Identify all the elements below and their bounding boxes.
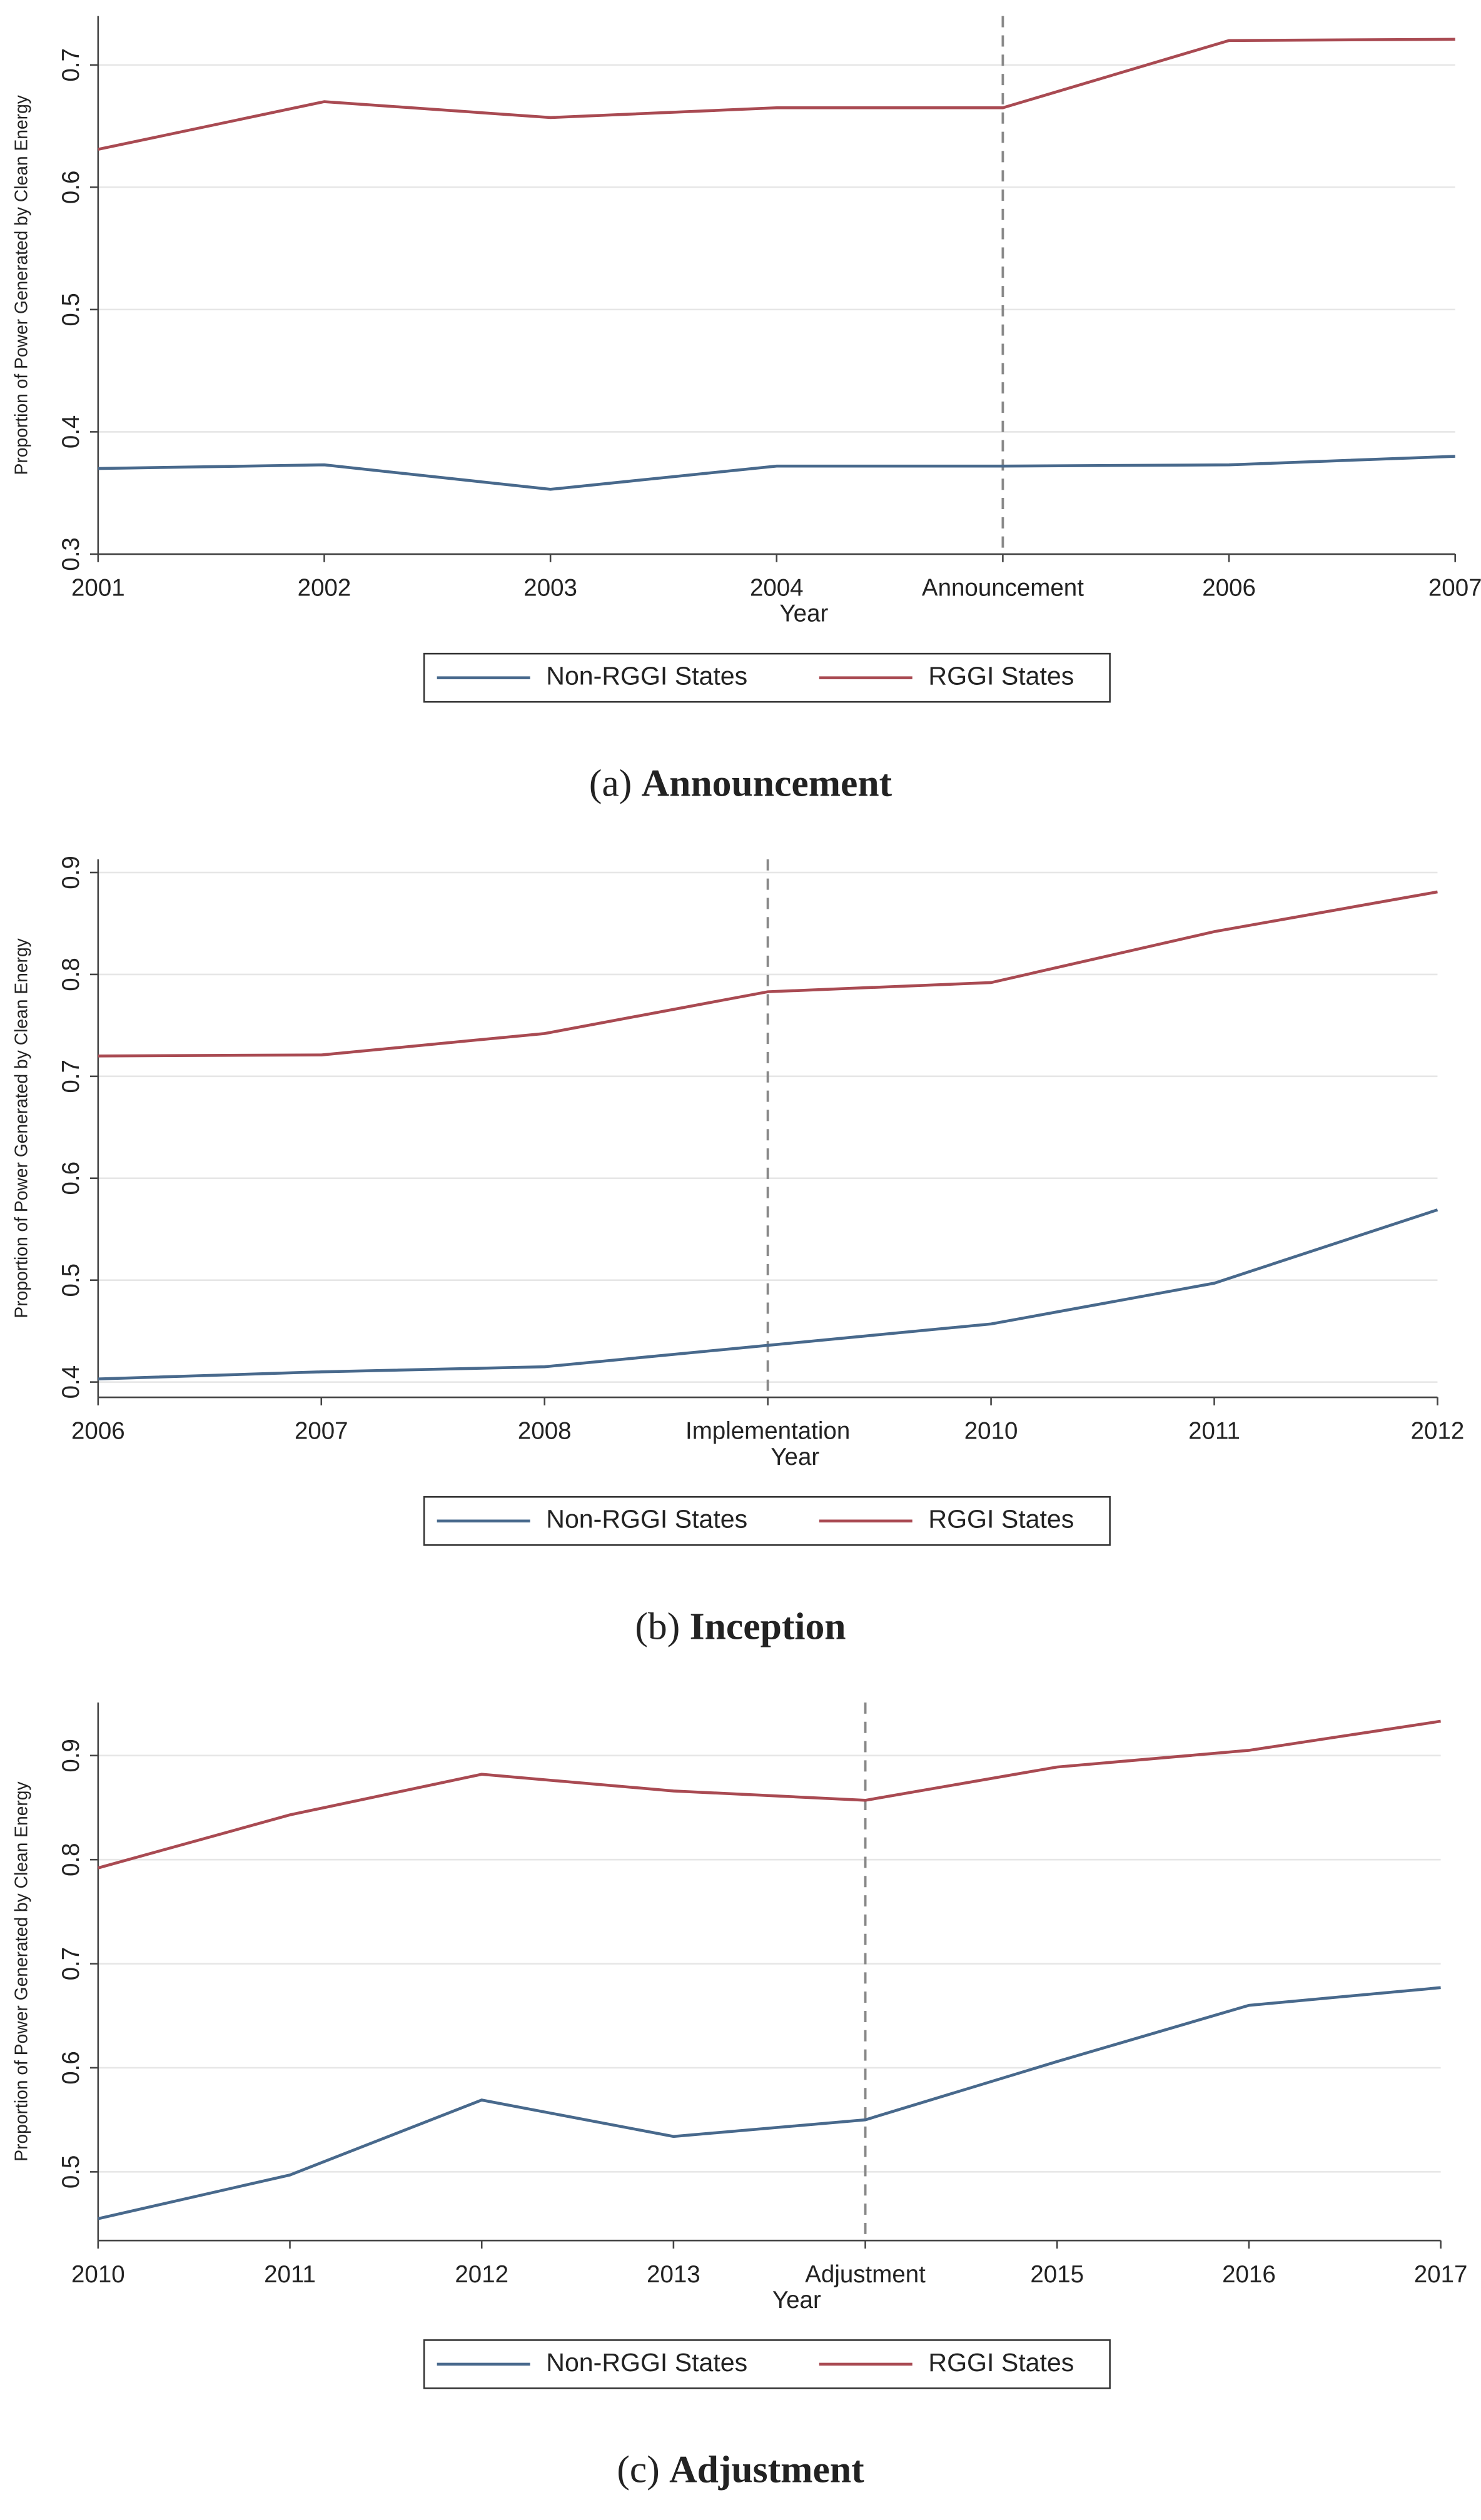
data-line — [98, 38, 1455, 151]
data-line — [98, 1208, 1438, 1381]
y-axis-label: Proportion of Power Generated by Clean E… — [11, 1781, 31, 2161]
caption-title: Inception — [690, 1606, 846, 1648]
legend — [423, 1495, 1111, 1546]
caption-label: (b) — [635, 1606, 680, 1648]
legend — [423, 2339, 1111, 2389]
x-tick-label: 2015 — [1030, 2261, 1084, 2288]
x-axis-label: Year — [780, 600, 829, 627]
caption-label: (a) — [589, 762, 632, 804]
x-tick-label: 2012 — [1411, 1418, 1465, 1445]
legend-label: Non-RGGI States — [546, 1505, 747, 1534]
y-tick-label: 0.5 — [58, 2155, 84, 2189]
x-tick-label: 2010 — [964, 1418, 1018, 1445]
data-line — [98, 890, 1438, 1058]
caption-label: (c) — [617, 2449, 659, 2491]
y-tick-label: 0.3 — [58, 537, 84, 571]
legend-label: RGGI States — [928, 662, 1074, 691]
y-tick-label: 0.7 — [58, 1947, 84, 1981]
y-tick-label: 0.7 — [58, 48, 84, 82]
x-tick-label: 2012 — [455, 2261, 508, 2288]
y-tick-label: 0.8 — [58, 1843, 84, 1876]
y-tick-label: 0.5 — [58, 293, 84, 326]
x-tick-label: 2001 — [71, 575, 125, 602]
y-tick-label: 0.7 — [58, 1060, 84, 1093]
legend-label: Non-RGGI States — [546, 2348, 747, 2377]
y-tick-label: 0.8 — [58, 958, 84, 991]
y-tick-label: 0.9 — [58, 1739, 84, 1773]
x-tick-label: 2004 — [750, 575, 804, 602]
data-line — [98, 1719, 1441, 1870]
legend — [423, 652, 1111, 703]
y-tick-label: 0.6 — [58, 2051, 84, 2085]
y-axis-label: Proportion of Power Generated by Clean E… — [11, 938, 31, 1318]
x-tick-label: 2006 — [1202, 575, 1256, 602]
legend-label: Non-RGGI States — [546, 662, 747, 691]
x-tick-label: 2008 — [518, 1418, 572, 1445]
legend-label: RGGI States — [928, 1505, 1074, 1534]
y-tick-label: 0.4 — [58, 1365, 84, 1399]
x-tick-label: 2010 — [71, 2261, 125, 2288]
y-tick-label: 0.6 — [58, 171, 84, 205]
x-tick-label: 2013 — [647, 2261, 700, 2288]
x-tick-label: 2007 — [295, 1418, 348, 1445]
x-tick-label: Implementation — [685, 1418, 850, 1445]
x-tick-label: 2007 — [1428, 575, 1481, 602]
caption: (c) Adjustment — [617, 2449, 864, 2491]
data-line — [98, 1986, 1441, 2220]
x-tick-label: 2011 — [1188, 1418, 1240, 1445]
x-axis-label: Year — [772, 2287, 821, 2314]
caption-title: Announcement — [642, 762, 892, 804]
data-line — [98, 455, 1455, 491]
x-tick-label: Announcement — [922, 575, 1084, 602]
x-tick-label: Adjustment — [805, 2261, 926, 2288]
x-tick-label: 2002 — [298, 575, 351, 602]
caption: (b) Inception — [635, 1606, 846, 1648]
legend-label: RGGI States — [928, 2348, 1074, 2377]
x-tick-label: 2011 — [264, 2261, 316, 2288]
x-tick-label: 2006 — [71, 1418, 125, 1445]
y-tick-label: 0.5 — [58, 1263, 84, 1297]
y-axis-label: Proportion of Power Generated by Clean E… — [11, 94, 31, 475]
x-tick-label: 2016 — [1222, 2261, 1276, 2288]
caption-title: Adjustment — [669, 2449, 864, 2491]
y-tick-label: 0.6 — [58, 1161, 84, 1195]
x-axis-label: Year — [771, 1444, 819, 1470]
y-tick-label: 0.9 — [58, 856, 84, 889]
caption: (a) Announcement — [589, 762, 892, 804]
x-tick-label: 2003 — [523, 575, 577, 602]
y-tick-label: 0.4 — [58, 415, 84, 449]
x-tick-label: 2017 — [1414, 2261, 1468, 2288]
